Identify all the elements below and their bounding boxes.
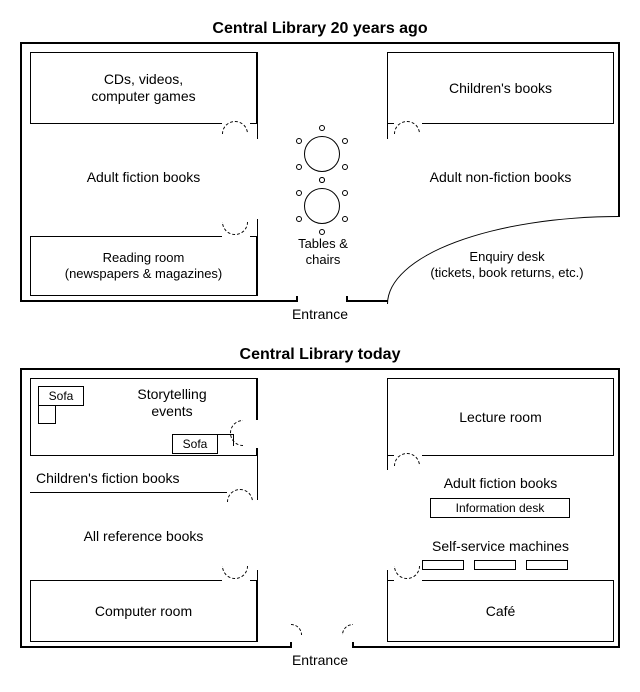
divider-left xyxy=(30,492,230,493)
door xyxy=(394,121,422,129)
room-label: Storytellingevents xyxy=(137,386,206,419)
sofa-box: Sofa xyxy=(38,386,84,406)
room-label: Lecture room xyxy=(459,409,541,426)
room-label: Children's books xyxy=(449,80,552,97)
chair-icon xyxy=(319,125,325,131)
room-label: Adult non-fiction books xyxy=(430,169,572,185)
room-label: CDs, videos,computer games xyxy=(91,71,195,105)
table-icon xyxy=(304,136,340,172)
info-label: Information desk xyxy=(456,501,545,515)
chair-icon xyxy=(296,216,302,222)
room-label: Self-service machines xyxy=(432,538,569,554)
plan-today: Storytellingevents Sofa Sofa Lecture roo… xyxy=(20,368,620,648)
tables-label: Tables &chairs xyxy=(278,236,368,267)
ssm-label: Self-service machines xyxy=(387,538,614,555)
room-all-reference: All reference books xyxy=(30,528,257,545)
room-cds-videos: CDs, videos,computer games xyxy=(30,52,257,124)
enquiry-label: Enquiry desk(tickets, book returns, etc.… xyxy=(397,249,617,280)
room-label: Enquiry desk(tickets, book returns, etc.… xyxy=(430,249,583,280)
room-label: Adult fiction books xyxy=(444,475,558,491)
storytelling-label: Storytellingevents xyxy=(112,386,232,420)
room-computer: Computer room xyxy=(30,580,257,642)
ssm-box xyxy=(526,560,568,570)
room-reading-room: Reading room(newspapers & magazines) xyxy=(30,236,257,296)
room-adult-fiction: Adult fiction books xyxy=(30,169,257,186)
door xyxy=(222,121,250,129)
chair-icon xyxy=(342,216,348,222)
chair-icon xyxy=(342,138,348,144)
door xyxy=(254,420,262,448)
entrance-gap xyxy=(290,642,354,648)
room-label: All reference books xyxy=(84,528,204,544)
door xyxy=(227,489,251,497)
room-label: Adult fiction books xyxy=(87,169,201,185)
room-label: Reading room(newspapers & magazines) xyxy=(65,250,223,281)
room-label: Computer room xyxy=(95,603,192,620)
plan-today-title: Central Library today xyxy=(20,346,620,364)
label-text: Tables &chairs xyxy=(298,236,348,267)
door xyxy=(394,577,422,585)
entrance-label-today: Entrance xyxy=(20,652,620,668)
sofa-label: Sofa xyxy=(183,437,208,451)
sofa-label: Sofa xyxy=(49,389,74,403)
sofa-box: Sofa xyxy=(172,434,218,454)
entrance-gap xyxy=(296,296,348,302)
information-desk-box: Information desk xyxy=(430,498,570,518)
plan-past: CDs, videos,computer games Children's bo… xyxy=(20,42,620,302)
plan-past-title: Central Library 20 years ago xyxy=(20,20,620,38)
chair-icon xyxy=(296,190,302,196)
door xyxy=(222,233,250,241)
chair-icon xyxy=(319,177,325,183)
entrance-label-past: Entrance xyxy=(20,306,620,322)
door xyxy=(222,577,250,585)
chair-icon xyxy=(296,138,302,144)
room-childrens-fiction: Children's fiction books xyxy=(30,470,257,487)
chair-icon xyxy=(342,190,348,196)
sofa-l-extension xyxy=(38,406,56,424)
door xyxy=(394,453,422,461)
ssm-box xyxy=(422,560,464,570)
room-cafe: Café xyxy=(387,580,614,642)
room-childrens-books: Children's books xyxy=(387,52,614,124)
chair-icon xyxy=(342,164,348,170)
chair-icon xyxy=(319,229,325,235)
chair-icon xyxy=(296,164,302,170)
room-label: Café xyxy=(486,603,516,620)
room-lecture: Lecture room xyxy=(387,378,614,456)
table-icon xyxy=(304,188,340,224)
room-adult-fiction-today: Adult fiction books xyxy=(387,475,614,492)
ssm-box xyxy=(474,560,516,570)
room-adult-nonfiction: Adult non-fiction books xyxy=(387,169,614,186)
room-label: Children's fiction books xyxy=(36,470,180,486)
